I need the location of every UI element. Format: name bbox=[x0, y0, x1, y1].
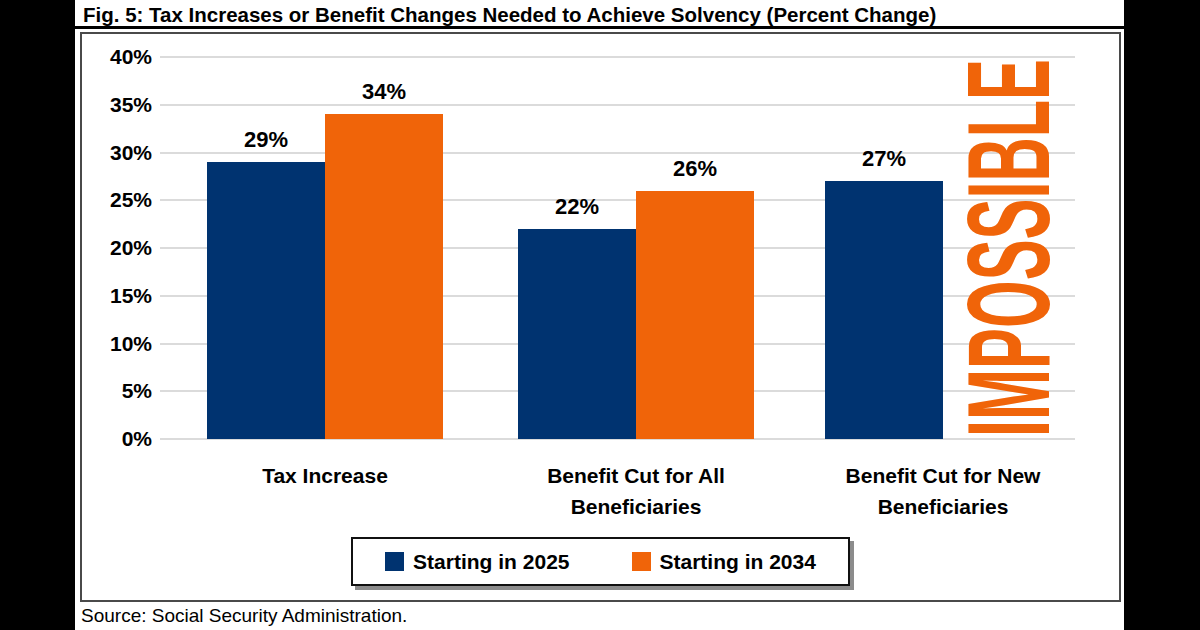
category-label: Benefit Cut for New Beneficiaries bbox=[773, 460, 1113, 522]
y-axis-tick-label: 10% bbox=[82, 330, 152, 358]
y-axis-tick-label: 40% bbox=[82, 43, 152, 71]
bar-starting-in-2034 bbox=[325, 114, 443, 439]
impossible-annotation-text: IMPOSSIBLE bbox=[944, 59, 1067, 437]
bar-starting-in-2034 bbox=[636, 191, 754, 439]
bar-value-label: 29% bbox=[197, 126, 335, 154]
legend-swatch bbox=[632, 552, 651, 571]
legend-label: Starting in 2034 bbox=[660, 550, 816, 574]
y-axis-tick-label: 25% bbox=[82, 186, 152, 214]
y-axis-tick-label: 15% bbox=[82, 282, 152, 310]
y-axis-tick-label: 20% bbox=[82, 234, 152, 262]
legend-label: Starting in 2025 bbox=[413, 550, 569, 574]
bar-value-label: 22% bbox=[508, 193, 646, 221]
y-axis-tick-label: 0% bbox=[82, 425, 152, 453]
bar-starting-in-2025 bbox=[518, 229, 636, 439]
gridline bbox=[160, 104, 1075, 106]
category-label: Benefit Cut for All Beneficiaries bbox=[466, 460, 806, 522]
legend-item: Starting in 2034 bbox=[632, 550, 816, 574]
gridline bbox=[160, 56, 1075, 58]
y-axis-tick-label: 5% bbox=[82, 377, 152, 405]
category-label: Tax Increase bbox=[155, 460, 495, 491]
source-note: Source: Social Security Administration. bbox=[81, 605, 407, 627]
figure-title: Fig. 5: Tax Increases or Benefit Changes… bbox=[75, 0, 1124, 29]
y-axis-tick-label: 35% bbox=[82, 91, 152, 119]
legend-item: Starting in 2025 bbox=[385, 550, 569, 574]
bar-starting-in-2025 bbox=[825, 181, 943, 439]
figure-frame: Fig. 5: Tax Increases or Benefit Changes… bbox=[75, 0, 1124, 630]
y-axis-tick-label: 30% bbox=[82, 139, 152, 167]
legend-swatch bbox=[385, 552, 404, 571]
bar-starting-in-2025 bbox=[207, 162, 325, 439]
bar-value-label: 26% bbox=[626, 155, 764, 183]
chart-legend: Starting in 2025 Starting in 2034 bbox=[351, 537, 850, 586]
bar-value-label: 27% bbox=[815, 145, 953, 173]
impossible-annotation: IMPOSSIBLE bbox=[943, 57, 1067, 439]
plot-area: 0% 5% 10% 15% 20% 25% 30% 35% 40% 29% 22% 27% 34% 26%… bbox=[82, 34, 1119, 600]
chart-area: 0% 5% 10% 15% 20% 25% 30% 35% 40% 29% 22% 27% 34% 26%… bbox=[80, 32, 1121, 602]
bar-value-label: 34% bbox=[315, 78, 453, 106]
